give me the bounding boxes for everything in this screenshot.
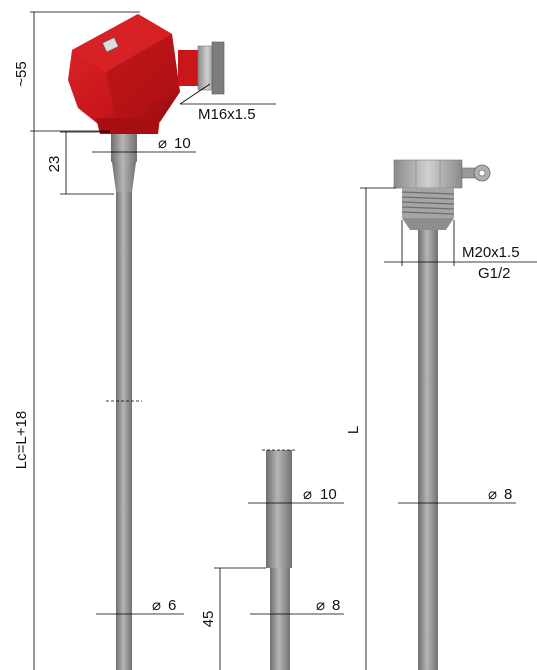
dim-step-length: 45	[200, 567, 266, 670]
dim-fitting-thread-metric: M20x1.5	[462, 244, 520, 261]
dim-step-upper-diameter: ⌀ 10	[248, 486, 344, 504]
thread-fitting-icon	[393, 159, 491, 230]
thermocouple-head-icon	[68, 14, 225, 134]
dim-head-height-label: ~55	[13, 61, 30, 86]
fitting-probe-rod	[418, 228, 438, 670]
dim-insertion-length: L	[345, 187, 396, 670]
dim-step-lower-diameter-label: 8	[332, 597, 340, 614]
dim-total-length-label: Lc=L+18	[13, 411, 30, 469]
dim-step-lower-diameter: ⌀ 8	[250, 597, 344, 615]
dim-probe-diameter: ⌀ 6	[96, 597, 184, 615]
dim-insertion-length-label: L	[345, 426, 362, 434]
dim-fitting-probe-diameter: ⌀ 8	[398, 486, 516, 504]
dim-step-lower-diameter-symbol: ⌀	[316, 597, 325, 614]
probe-neck-taper	[112, 162, 136, 192]
dim-step-upper-diameter-label: 10	[320, 486, 337, 503]
stepped-probe	[262, 449, 296, 670]
dim-probe-diameter-label: 6	[168, 597, 176, 614]
dim-neck-diameter-symbol: ⌀	[158, 135, 167, 152]
stepped-probe-upper	[266, 450, 292, 568]
dim-step-length-label: 45	[200, 611, 217, 628]
dim-gland-thread: M16x1.5	[179, 83, 276, 123]
dim-probe-diameter-symbol: ⌀	[152, 597, 161, 614]
dim-head-height: ~55	[13, 11, 140, 132]
dim-total-length: Lc=L+18	[13, 131, 35, 670]
dim-fitting-probe-diameter-label: 8	[504, 486, 512, 503]
probe-rod	[116, 190, 132, 670]
dim-neck-length: 23	[46, 131, 114, 195]
probe-with-fitting	[393, 159, 491, 670]
dim-gland-thread-label: M16x1.5	[198, 106, 256, 123]
dim-neck-diameter: ⌀ 10	[92, 135, 196, 153]
dim-fitting-thread-pipe: G1/2	[478, 265, 511, 282]
dim-neck-diameter-label: 10	[174, 135, 191, 152]
dim-step-upper-diameter-symbol: ⌀	[303, 486, 312, 503]
probe-neck	[111, 132, 137, 162]
stepped-probe-lower	[270, 568, 290, 670]
dim-neck-length-label: 23	[46, 156, 63, 173]
cable-gland-icon	[178, 41, 225, 95]
dim-fitting-thread: M20x1.5 G1/2	[384, 220, 537, 282]
probe-with-head	[68, 14, 225, 670]
dim-fitting-probe-diameter-symbol: ⌀	[488, 486, 497, 503]
